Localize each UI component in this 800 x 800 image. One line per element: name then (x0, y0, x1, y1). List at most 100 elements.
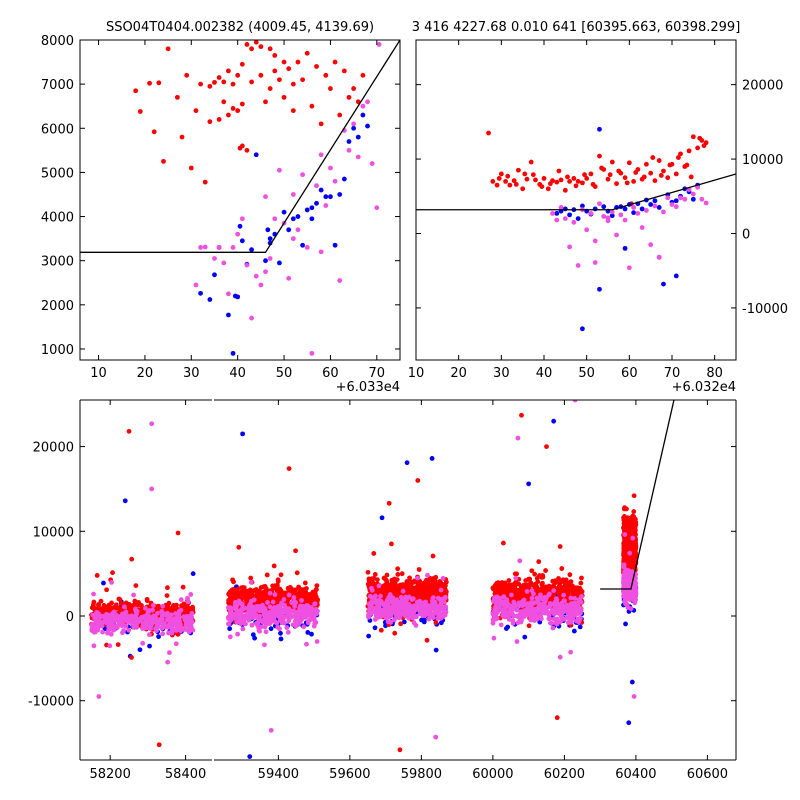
red-data-point (490, 178, 496, 184)
magenta-data-point (369, 595, 374, 600)
red-data-point (398, 621, 404, 627)
x-tick-label: 30 (183, 366, 200, 381)
y-tick-label: 6000 (41, 122, 74, 137)
magenta-data-point (421, 600, 427, 606)
red-data-point (193, 108, 199, 114)
red-data-point (631, 557, 637, 562)
red-data-point (371, 551, 377, 556)
blue-data-point (227, 626, 233, 632)
magenta-data-point (260, 609, 266, 614)
magenta-data-point (309, 350, 315, 356)
red-data-point (110, 570, 115, 576)
axes-frame (79, 39, 401, 361)
red-data-point (520, 584, 526, 589)
red-data-point (188, 165, 194, 171)
red-data-point (624, 180, 630, 186)
red-data-point (109, 600, 114, 606)
magenta-data-point (682, 196, 688, 202)
red-data-point (632, 528, 638, 534)
magenta-data-point (572, 603, 578, 609)
magenta-data-point (409, 614, 415, 619)
red-data-point (389, 541, 394, 547)
magenta-data-point (631, 205, 636, 210)
magenta-data-point (187, 614, 192, 620)
magenta-data-point (699, 196, 705, 202)
magenta-data-point (394, 613, 400, 619)
red-data-point (263, 99, 268, 105)
magenta-data-point (134, 621, 140, 626)
red-data-point (281, 59, 287, 65)
magenta-data-point (551, 588, 557, 594)
red-data-point (188, 606, 194, 611)
magenta-data-point (493, 604, 499, 610)
magenta-data-point (312, 611, 318, 617)
magenta-data-point (514, 607, 520, 613)
red-data-point (633, 519, 639, 525)
magenta-data-point (291, 608, 297, 614)
red-data-point (524, 176, 530, 182)
red-data-point (562, 187, 568, 193)
red-data-point (274, 598, 280, 603)
magenta-data-point (182, 627, 187, 632)
magenta-data-point (126, 627, 132, 633)
axes-frame (415, 39, 737, 361)
magenta-data-point (567, 613, 573, 619)
y-tick-label: -10000 (742, 302, 788, 317)
magenta-data-point (494, 616, 500, 621)
x-tick-label: 20 (450, 366, 467, 381)
magenta-data-point (176, 608, 182, 614)
magenta-data-point (513, 575, 519, 581)
red-data-point (256, 588, 262, 594)
magenta-data-point (375, 605, 381, 610)
blue-data-point (300, 242, 306, 248)
red-data-point (416, 567, 422, 572)
red-data-point (433, 620, 439, 625)
magenta-data-point (703, 200, 709, 206)
blue-data-point (648, 202, 654, 207)
blue-data-point (597, 126, 602, 132)
magenta-data-point (592, 260, 598, 265)
red-data-point (207, 83, 213, 89)
magenta-data-point (414, 599, 420, 605)
red-data-point (395, 566, 401, 572)
blue-data-point (309, 205, 315, 211)
magenta-data-point (383, 610, 389, 616)
red-data-point (580, 180, 585, 186)
magenta-data-point (242, 621, 248, 627)
red-data-point (579, 589, 585, 595)
magenta-data-point (673, 204, 679, 210)
magenta-data-point (93, 613, 99, 619)
blue-data-point (580, 203, 585, 209)
blue-data-point (360, 112, 366, 118)
magenta-data-point (253, 613, 259, 619)
red-data-point (506, 578, 512, 583)
magenta-data-point (256, 625, 262, 631)
blue-data-point (366, 633, 372, 639)
magenta-data-point (491, 598, 496, 604)
magenta-data-point (495, 598, 501, 604)
blue-data-point (337, 192, 343, 197)
red-data-point (94, 573, 100, 578)
magenta-data-point (568, 601, 574, 607)
red-data-point (650, 155, 656, 160)
magenta-data-point (202, 244, 208, 250)
magenta-data-point (145, 621, 150, 627)
red-data-point (665, 175, 671, 181)
magenta-data-point (262, 642, 267, 648)
magenta-data-point (267, 256, 273, 261)
blue-data-point (286, 227, 292, 233)
magenta-data-point (176, 621, 182, 627)
red-data-point (626, 160, 632, 166)
red-data-point (309, 103, 315, 109)
magenta-data-point (253, 621, 259, 626)
magenta-data-point (442, 604, 448, 610)
blue-data-point (314, 200, 319, 206)
magenta-data-point (285, 629, 291, 635)
red-data-point (607, 172, 613, 178)
magenta-data-point (360, 103, 366, 109)
magenta-data-point (665, 195, 671, 201)
magenta-data-point (301, 624, 307, 630)
red-data-point (558, 177, 564, 183)
blue-data-point (351, 125, 357, 131)
magenta-data-point (495, 610, 500, 615)
